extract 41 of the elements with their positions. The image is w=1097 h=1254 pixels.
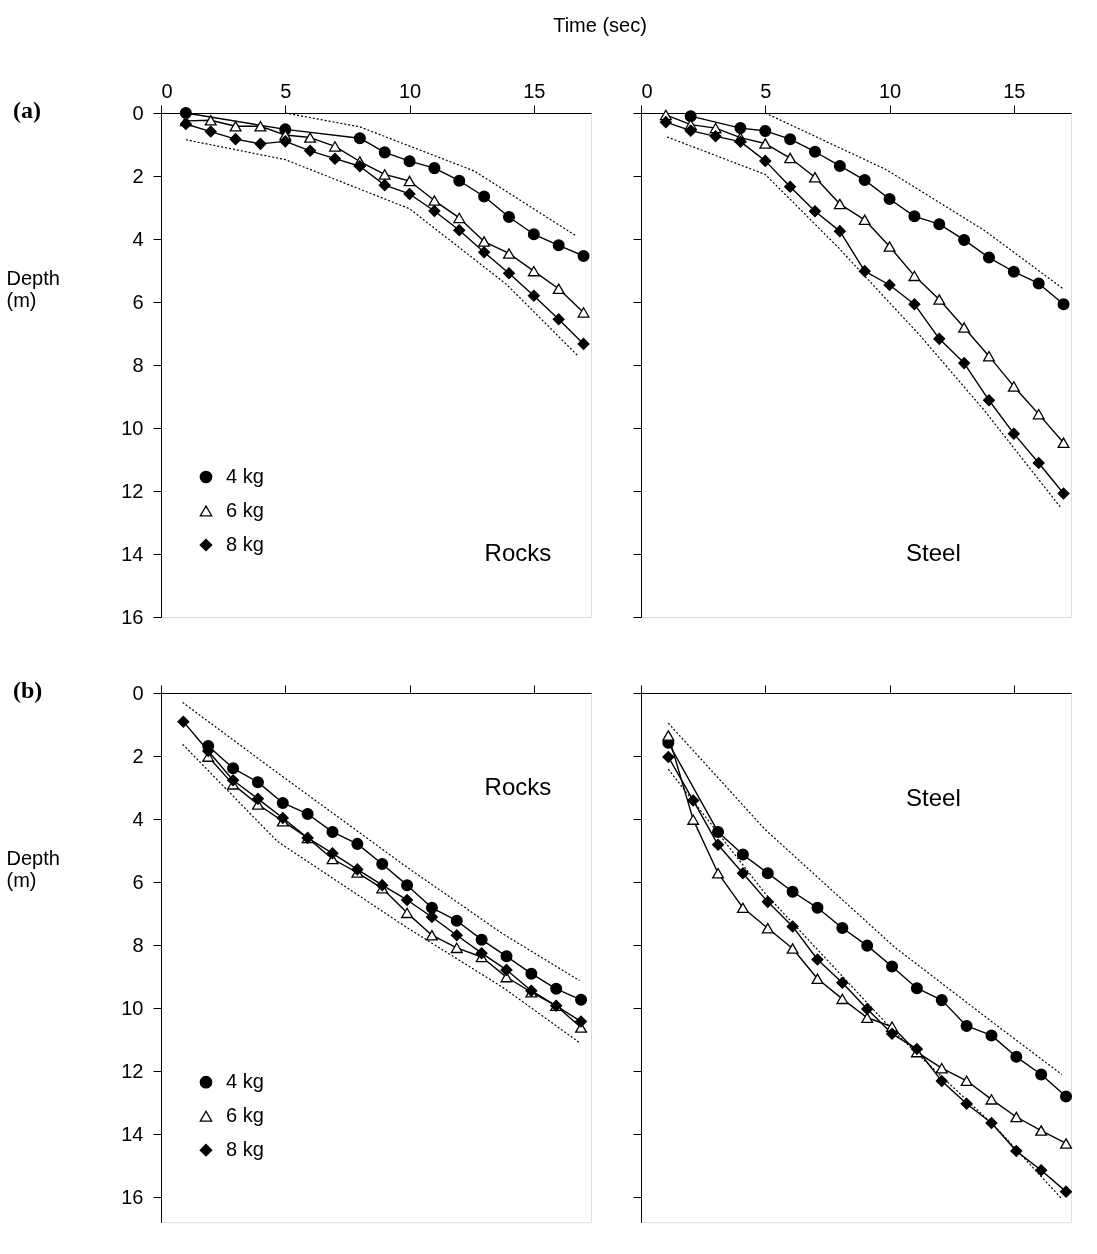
legend-label: 4 kg <box>226 465 264 487</box>
y-tick-label: 6 <box>132 870 144 893</box>
legend-label: 8 kg <box>226 1138 264 1161</box>
legend-label: 6 kg <box>226 1104 264 1127</box>
x-axis-title: Time (sec) <box>553 13 647 36</box>
y-axis-title: Depth (m) <box>6 846 60 891</box>
legend-label: 4 kg <box>226 1070 264 1093</box>
y-tick-label: 12 <box>121 1059 144 1082</box>
annotation: Rocks <box>484 539 552 566</box>
y-tick-label: 6 <box>132 290 144 313</box>
y-tick-label: 0 <box>132 681 144 704</box>
y-tick-label: 14 <box>121 542 144 565</box>
annotation: Steel <box>906 783 961 811</box>
x-tick-label: 15 <box>1003 79 1026 102</box>
x-tick-label: 10 <box>398 79 422 102</box>
y-tick-label: 0 <box>132 101 144 124</box>
x-tick-label: 5 <box>760 79 772 102</box>
y-tick-label: 10 <box>121 996 144 1019</box>
x-tick-label: 5 <box>280 79 292 102</box>
y-tick-label: 16 <box>121 605 144 628</box>
y-tick-label: 4 <box>132 227 144 250</box>
y-tick-label: 12 <box>121 479 144 502</box>
legend-label: 6 kg <box>226 499 264 521</box>
chart-title: (a) <box>13 97 41 123</box>
annotation: Steel <box>906 539 961 566</box>
y-axis-title: Depth (m) <box>6 266 60 311</box>
y-tick-label: 8 <box>132 353 144 376</box>
annotation: Rocks <box>484 773 552 801</box>
chart-title: (b) <box>13 677 43 703</box>
x-tick-label: 15 <box>523 79 546 102</box>
legend-label: 8 kg <box>226 533 264 555</box>
y-tick-label: 2 <box>132 744 144 767</box>
y-tick-label: 4 <box>132 807 144 830</box>
y-tick-label: 10 <box>121 416 144 439</box>
x-tick-label: 10 <box>878 79 902 102</box>
y-tick-label: 14 <box>121 1122 144 1145</box>
x-tick-label: 0 <box>641 79 653 102</box>
y-tick-label: 16 <box>121 1185 144 1208</box>
y-tick-label: 2 <box>132 164 144 187</box>
y-tick-label: 8 <box>132 933 144 956</box>
x-tick-label: 0 <box>161 79 173 102</box>
